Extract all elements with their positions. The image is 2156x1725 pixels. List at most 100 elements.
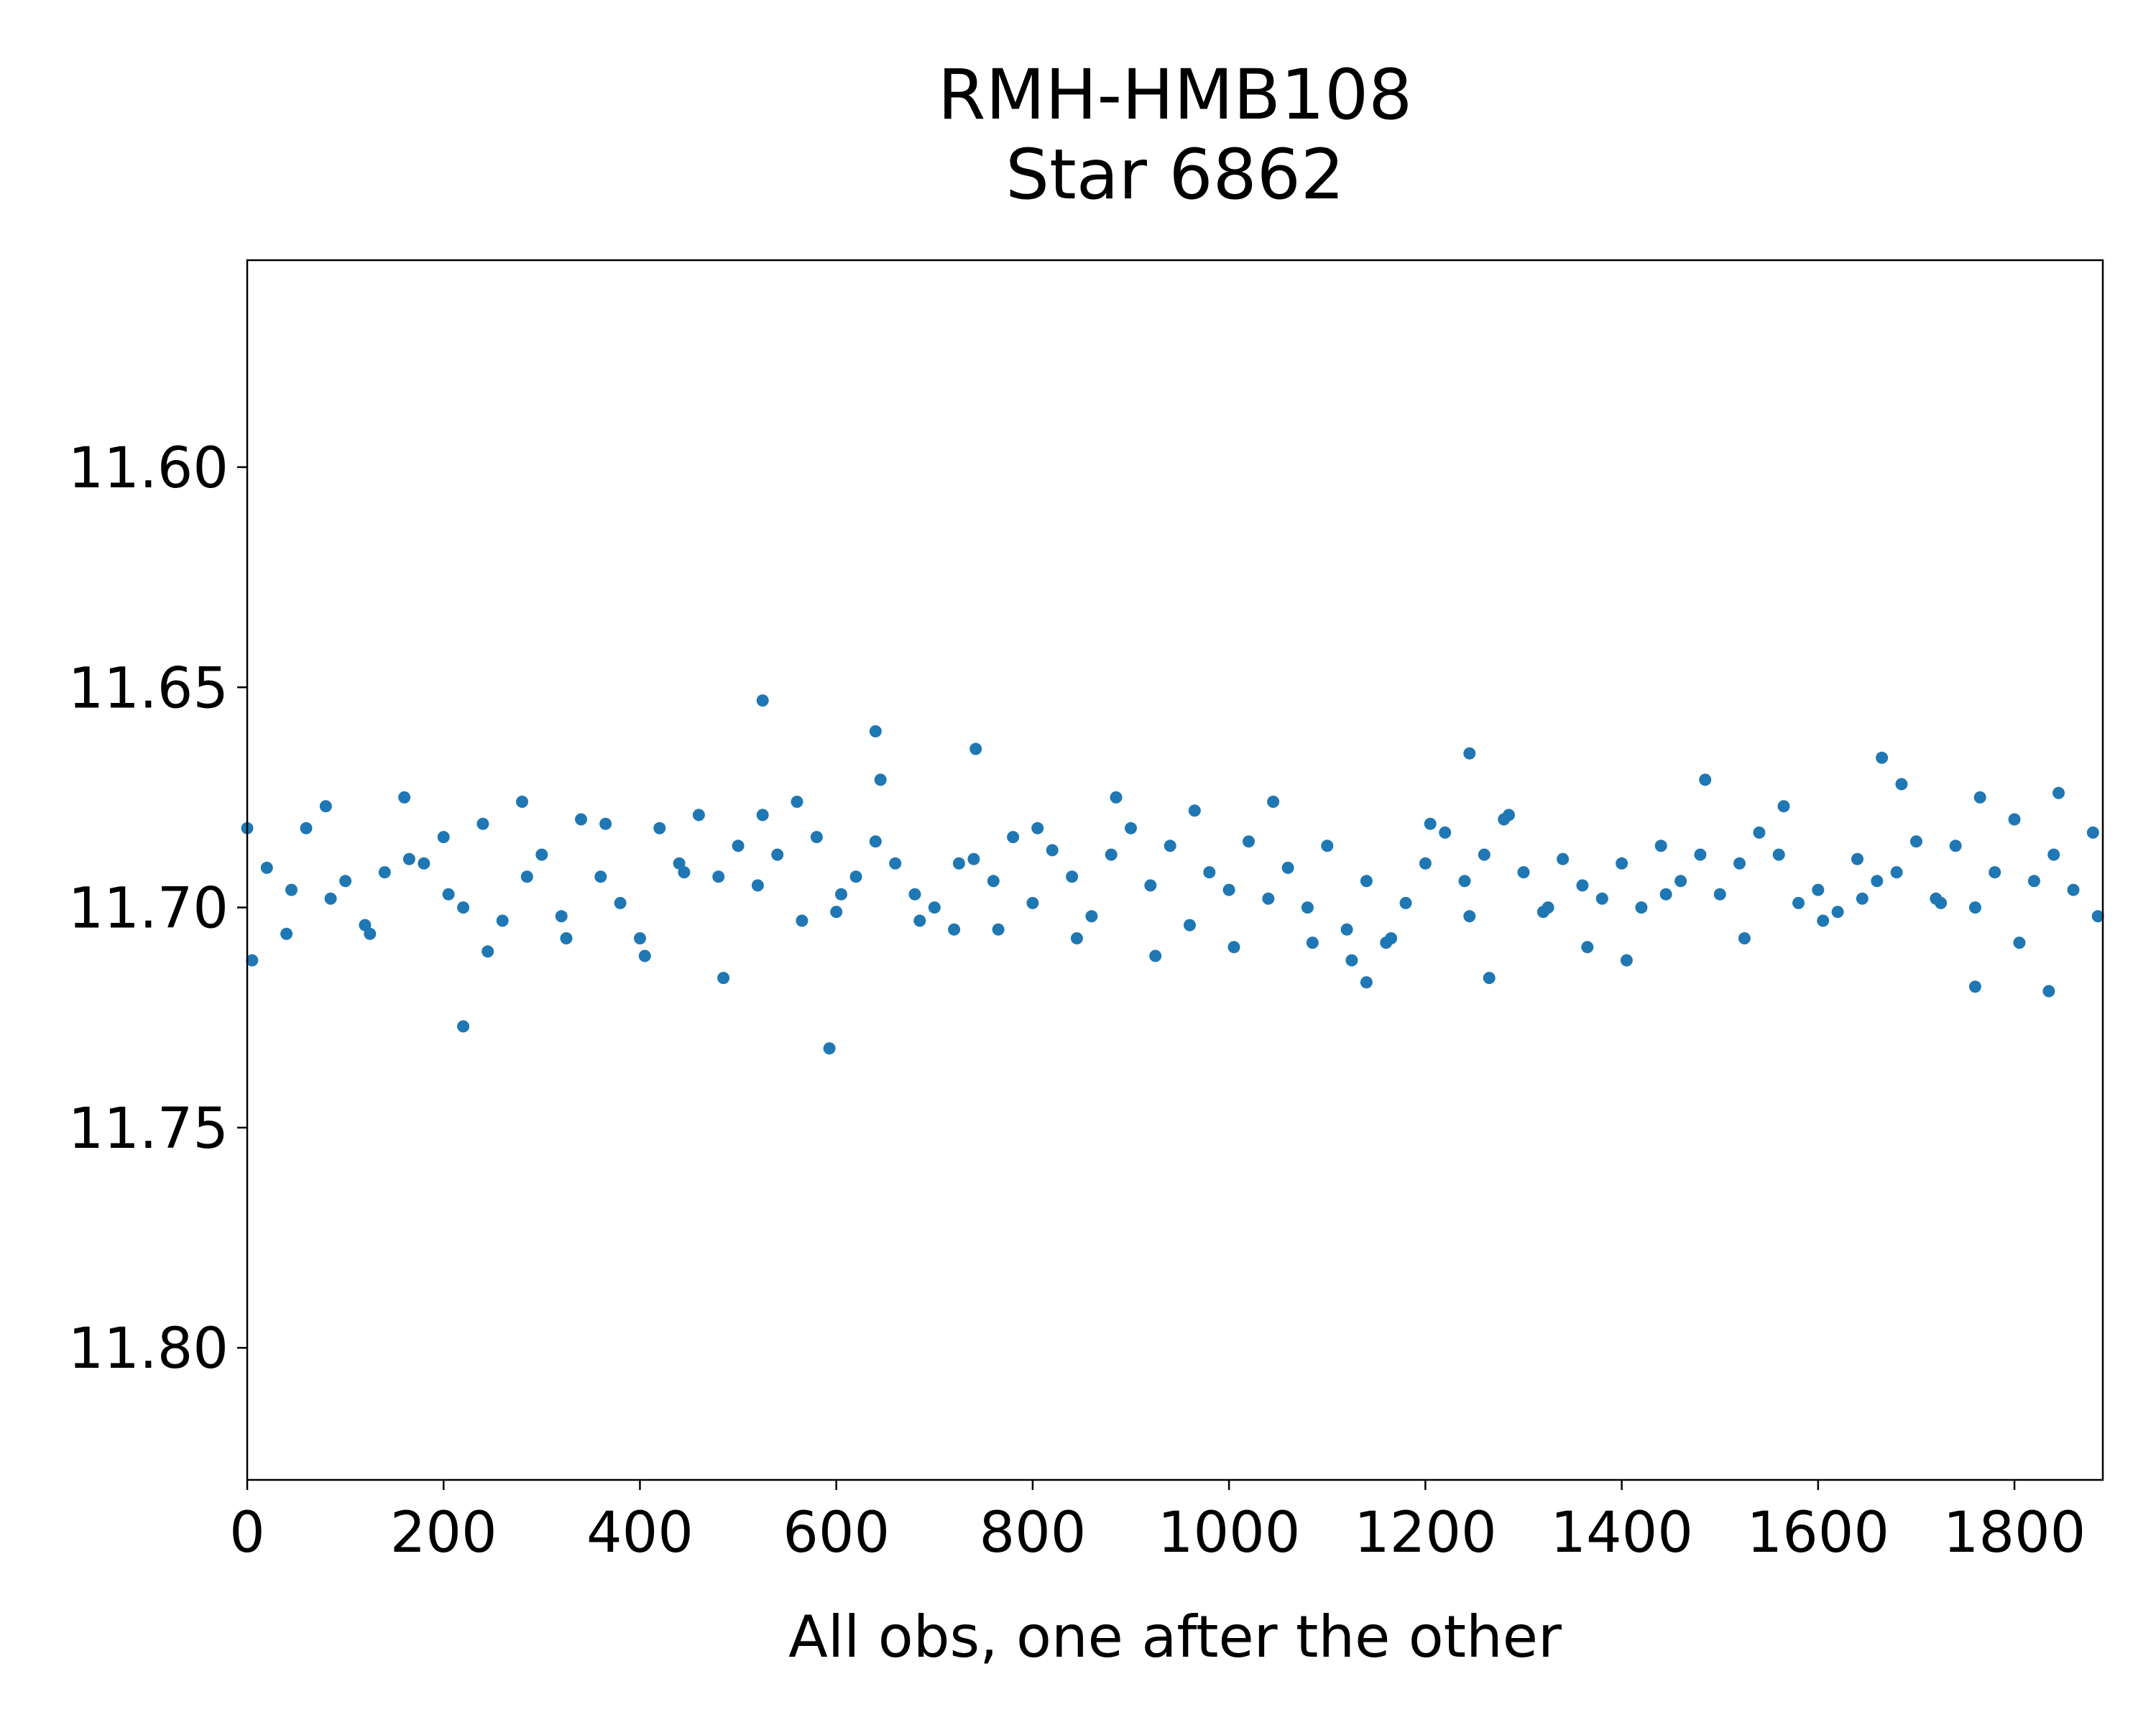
data-point: [402, 852, 415, 865]
data-point: [751, 879, 764, 892]
data-point: [1831, 906, 1844, 919]
data-point: [823, 1042, 836, 1055]
data-point: [1674, 875, 1687, 888]
data-point: [1066, 870, 1079, 883]
data-point: [614, 896, 627, 909]
data-point: [732, 840, 745, 852]
data-point: [928, 901, 941, 914]
data-point: [849, 870, 862, 883]
data-point: [1203, 866, 1216, 879]
data-point: [476, 817, 489, 830]
data-point: [1164, 840, 1176, 852]
data-point: [874, 773, 887, 786]
x-axis-label: All obs, one after the other: [788, 1604, 1562, 1670]
data-points: [241, 694, 2104, 1055]
data-point: [653, 822, 666, 834]
y-axis-ticks: 11.60 11.65 11.70 11.75 11.80: [68, 436, 247, 1381]
data-point: [1046, 844, 1059, 857]
data-point: [948, 923, 961, 936]
x-axis-ticks: 0 200 400 600 800 1000 1200 1400 1600 1800: [229, 1480, 2086, 1565]
data-point: [2008, 813, 2021, 826]
y-tick-label: 11.75: [68, 1097, 229, 1162]
x-tick-label: 0: [229, 1501, 265, 1565]
data-point: [1635, 901, 1648, 914]
data-point: [1125, 822, 1137, 834]
data-point: [908, 888, 921, 901]
data-point: [1321, 840, 1334, 852]
data-point: [992, 923, 1005, 936]
data-point: [756, 809, 769, 822]
data-point: [717, 972, 730, 985]
data-point: [1876, 751, 1889, 764]
data-point: [2091, 910, 2104, 923]
x-tick-label: 800: [979, 1501, 1086, 1565]
data-point: [638, 949, 651, 962]
data-point: [1110, 791, 1123, 804]
data-point: [1542, 901, 1554, 914]
data-point: [1792, 896, 1805, 909]
data-point: [1871, 875, 1884, 888]
data-point: [1973, 791, 1986, 804]
data-point: [1281, 861, 1294, 874]
data-point: [364, 927, 377, 940]
data-point: [378, 866, 391, 879]
data-point: [1345, 954, 1358, 967]
data-point: [1713, 888, 1726, 901]
data-point: [1935, 896, 1948, 909]
data-point: [1463, 747, 1476, 760]
data-point: [1817, 914, 1830, 927]
data-point: [2042, 985, 2055, 998]
data-point: [1070, 932, 1083, 944]
data-point: [692, 809, 705, 822]
data-point: [1262, 892, 1275, 905]
data-point: [285, 883, 298, 896]
data-point: [599, 817, 612, 830]
data-point: [1989, 866, 2001, 879]
x-tick-label: 1800: [1943, 1501, 2086, 1565]
data-point: [1968, 980, 1981, 993]
data-point: [1581, 941, 1594, 954]
data-point: [535, 848, 548, 861]
data-point: [555, 910, 568, 923]
x-tick-label: 1000: [1158, 1501, 1301, 1565]
data-point: [1306, 937, 1319, 949]
data-point: [457, 1020, 470, 1033]
data-point: [1188, 804, 1201, 817]
data-point: [1517, 866, 1530, 879]
data-point: [2067, 883, 2080, 896]
data-point: [1439, 826, 1452, 839]
data-point: [771, 848, 784, 861]
y-tick-label: 11.65: [68, 656, 229, 721]
data-point: [594, 870, 607, 883]
data-point: [1360, 976, 1373, 989]
data-point: [520, 870, 533, 883]
data-point: [756, 694, 769, 707]
data-point: [1595, 892, 1608, 905]
data-point: [1699, 773, 1712, 786]
data-point: [967, 852, 980, 865]
data-point: [418, 857, 430, 870]
data-point: [319, 800, 332, 813]
data-point: [1243, 835, 1255, 848]
y-tick-label: 11.60: [68, 436, 229, 501]
data-point: [1340, 923, 1353, 936]
data-point: [1777, 800, 1790, 813]
data-point: [869, 725, 882, 737]
data-point: [1654, 840, 1667, 852]
data-point: [1620, 954, 1633, 967]
data-point: [442, 888, 455, 901]
data-point: [560, 932, 573, 944]
data-point: [1753, 826, 1766, 839]
data-point: [482, 945, 494, 958]
data-point: [987, 875, 1000, 888]
data-point: [1227, 941, 1240, 954]
data-point: [1890, 866, 1903, 879]
data-point: [1463, 910, 1476, 923]
data-point: [1576, 879, 1589, 892]
data-point: [1733, 857, 1746, 870]
x-tick-label: 1600: [1747, 1501, 1890, 1565]
data-point: [889, 857, 902, 870]
data-point: [1772, 848, 1785, 861]
data-point: [869, 835, 882, 848]
